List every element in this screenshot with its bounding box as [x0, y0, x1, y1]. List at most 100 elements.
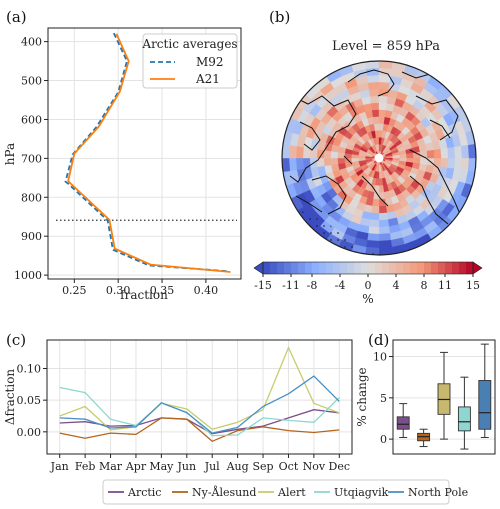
colorbar-tick-label: 15 [466, 279, 480, 292]
map-cell [378, 102, 388, 111]
box-iqr [396, 416, 410, 430]
legend-label: Arctic [127, 486, 161, 499]
colorbar-tick-label: 0 [365, 279, 372, 292]
map-cell [369, 212, 380, 221]
panel-a-series [64, 32, 231, 273]
panel-c-month-label: May [149, 460, 174, 473]
panel-a-label: (a) [6, 8, 27, 26]
map-cell [378, 185, 385, 193]
panel-a-ytick-label: 1000 [14, 269, 42, 282]
panel-c-month-label: Sep [252, 460, 273, 473]
panel-c-month-label: Dec [329, 460, 351, 473]
panel-d-ytick-label: 5 [380, 392, 387, 405]
colorbar-extend-low [253, 261, 264, 275]
panel-c-month-label: Jun [176, 460, 196, 473]
map-cell [378, 212, 389, 221]
colorbar-segment [333, 262, 341, 274]
colorbar-tick-label: 11 [438, 279, 452, 292]
panel-a-ytick-label: 900 [21, 230, 42, 243]
panel-d-boxes [396, 343, 492, 450]
colorbar-segment [326, 262, 334, 274]
panel-c-month-label: Mar [99, 460, 123, 473]
colorbar-segment [298, 262, 306, 274]
map-cell [447, 146, 456, 159]
map-disc [282, 61, 476, 255]
panel-a-frame [47, 27, 242, 280]
map-cell [378, 246, 394, 255]
colorbar-segment [459, 262, 467, 274]
map-cell [323, 157, 332, 167]
panel-a-ytick-label: 800 [21, 191, 42, 204]
panel-d-ylabel: % change [355, 367, 369, 426]
colorbar-segment [396, 262, 404, 274]
colorbar-extend-high [472, 261, 483, 275]
panel-c-label: (c) [6, 331, 26, 349]
colorbar-segment [284, 262, 292, 274]
legend-label: Ny-Ålesund [192, 485, 256, 499]
panel-c-month-label: Apr [125, 460, 147, 473]
panel-c-month-label: Feb [75, 460, 96, 473]
map-cell [440, 147, 449, 159]
profile-line-a21 [67, 33, 231, 273]
map-cell [368, 88, 380, 97]
map-cell [368, 219, 380, 228]
panel-c-legend-box [102, 479, 450, 505]
colorbar-segment [319, 262, 327, 274]
colorbar-segment [361, 262, 369, 274]
map-cell [351, 157, 359, 163]
colorbar-segment [291, 262, 299, 274]
map-cell [364, 61, 380, 70]
legend-label-m92: M92 [196, 55, 224, 69]
series-line-ny-lesund [59, 417, 340, 443]
panel-a-legend-box [142, 33, 238, 89]
panel-c-ytick-label: 0.10 [17, 363, 42, 376]
colorbar-tick-label: -8 [307, 279, 318, 292]
panel-a-xtick-label: 0.40 [194, 284, 219, 297]
colorbar-segment [466, 262, 474, 274]
panel-c-month-label: Jan [50, 460, 69, 473]
panel-a-ytick-label: 600 [21, 113, 42, 126]
panel-a-xtick-label: 0.30 [106, 284, 131, 297]
legend-label: North Pole [408, 486, 468, 499]
colorbar-segment [347, 262, 355, 274]
colorbar-segment [277, 262, 285, 274]
panel-c-frame [46, 339, 353, 455]
legend-label: Utqiagvik [334, 486, 389, 499]
map-cell [367, 226, 380, 235]
panel-b-title: Level = 859 hPa [332, 39, 440, 54]
colorbar-segment [340, 262, 348, 274]
panel-d-frame [392, 339, 496, 455]
map-cell [433, 148, 442, 159]
map-cell [447, 157, 456, 170]
panel-c-month-label: Jul [204, 460, 220, 473]
map-heatmap-cells [282, 61, 476, 255]
panel-b-label: (b) [269, 8, 290, 26]
map-cell [378, 240, 393, 249]
map-cell [365, 240, 380, 249]
panel-c-month-label: Nov [303, 460, 326, 473]
panel-d-ytick-label: 0 [380, 433, 387, 446]
map-cell [288, 144, 297, 159]
map-cell [461, 157, 470, 172]
map-cell [426, 149, 435, 159]
panel-b-polar-map: (b) Level = 859 hPa -1 [253, 8, 483, 306]
map-cell [406, 152, 414, 159]
map-cell [295, 157, 304, 171]
colorbar-segment [368, 262, 376, 274]
map-cell [454, 145, 463, 159]
north-pole-marker [374, 153, 384, 163]
panel-a-ytick-label: 500 [21, 75, 42, 88]
profile-line-m92 [64, 32, 228, 273]
map-cell [378, 233, 392, 242]
map-cell [367, 81, 380, 90]
map-cell [378, 219, 390, 228]
panel-d-ytick-label: 10 [373, 351, 387, 364]
panel-c-series [59, 345, 340, 443]
colorbar-segment [452, 262, 460, 274]
panel-b-colorbar-ticks: -15 -11 -8 -4 0 4 8 11 15 [254, 274, 480, 292]
panel-a-ytick-label: 400 [21, 36, 42, 49]
map-cell [369, 95, 380, 104]
panel-c-month-label: Aug [226, 460, 249, 473]
legend-label: Alert [277, 486, 306, 499]
